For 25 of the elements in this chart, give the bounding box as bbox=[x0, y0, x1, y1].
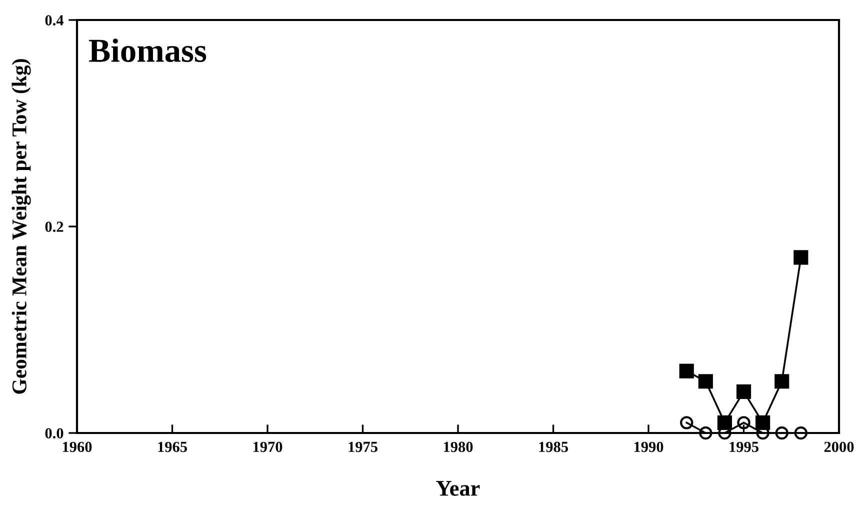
x-tick-label: 1965 bbox=[158, 442, 187, 452]
x-tick-label: 1975 bbox=[348, 442, 378, 452]
point bbox=[680, 416, 694, 430]
point bbox=[698, 374, 713, 389]
y-tick-label: 0.2 bbox=[45, 222, 64, 232]
point bbox=[775, 426, 788, 440]
x-tick-label: 1980 bbox=[444, 442, 473, 452]
point bbox=[794, 250, 808, 265]
y-tick-label: 0.0 bbox=[45, 428, 64, 439]
x-axis-title: Year bbox=[436, 481, 480, 496]
y-tick-label: 0.4 bbox=[45, 15, 64, 26]
point bbox=[679, 364, 694, 378]
x-tick-label: 1960 bbox=[62, 442, 92, 452]
x-tick-label: 1995 bbox=[730, 442, 758, 452]
x-tick-label: 1970 bbox=[253, 442, 282, 452]
x-tick-label: 2000 bbox=[824, 442, 854, 452]
y-axis-title: Geometric Mean Weight per Tow (kg) bbox=[12, 59, 31, 394]
point bbox=[699, 426, 712, 440]
point bbox=[794, 426, 808, 440]
point bbox=[737, 416, 750, 430]
point bbox=[736, 384, 752, 399]
chart-title: Biomass bbox=[88, 38, 206, 62]
x-tick-label: 1985 bbox=[539, 442, 568, 452]
x-tick-label: 1990 bbox=[634, 442, 664, 452]
point bbox=[774, 374, 790, 389]
